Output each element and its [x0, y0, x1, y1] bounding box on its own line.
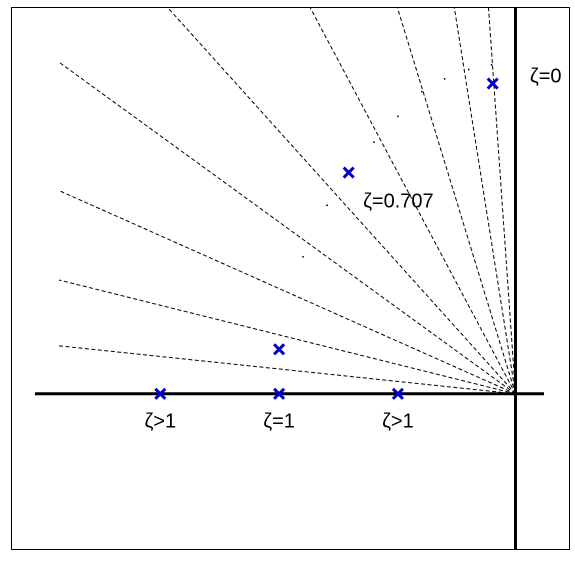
trace-dot: [491, 64, 493, 66]
plot-frame: [12, 8, 570, 550]
trace-dot: [373, 141, 375, 143]
annotation-zeta-critical: ζ=1: [263, 411, 295, 433]
trace-dot: [421, 91, 423, 93]
trace-dot: [444, 78, 446, 80]
annotation-zeta-zero: ζ=0: [530, 65, 562, 87]
annotation-zeta-overdamped-left: ζ>1: [144, 411, 176, 433]
trace-dot: [468, 69, 470, 71]
trace-dot: [326, 204, 328, 206]
trace-dot: [302, 256, 304, 258]
annotation-zeta-0707: ζ=0.707: [363, 191, 434, 213]
annotation-zeta-overdamped-right: ζ>1: [382, 411, 414, 433]
trace-dot: [397, 115, 399, 117]
